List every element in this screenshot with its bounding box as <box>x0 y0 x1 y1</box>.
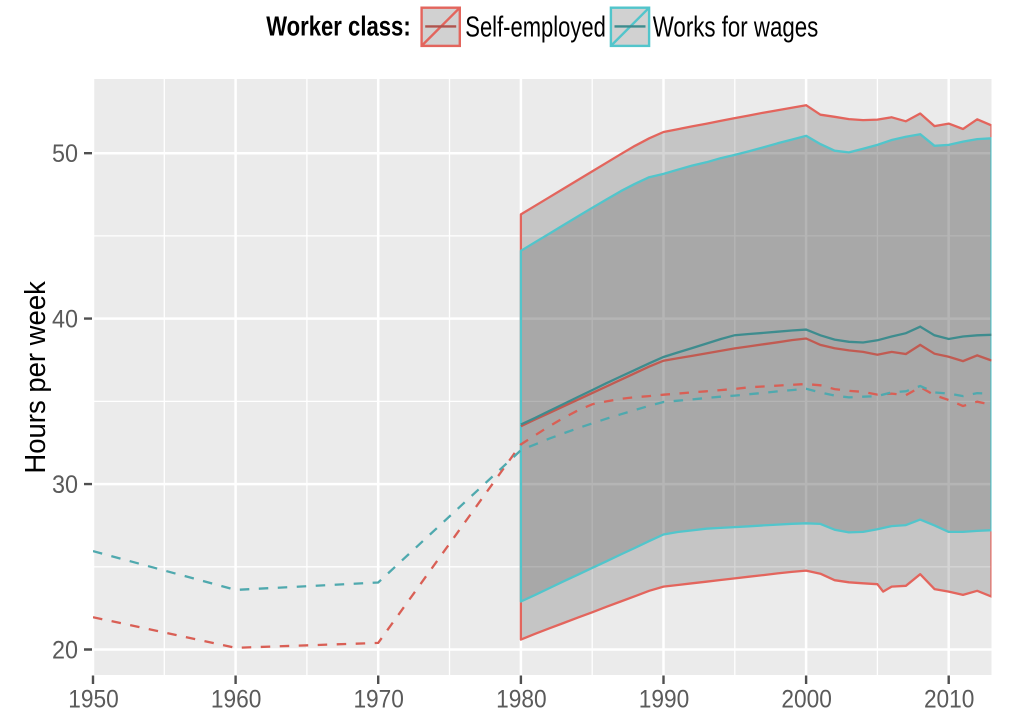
svg-text:30: 30 <box>52 471 78 499</box>
svg-text:50: 50 <box>52 140 78 168</box>
svg-text:2000: 2000 <box>781 687 832 714</box>
svg-text:1950: 1950 <box>68 687 119 714</box>
svg-text:Self-employed: Self-employed <box>465 10 606 42</box>
svg-text:40: 40 <box>52 305 78 333</box>
svg-text:1980: 1980 <box>496 687 547 714</box>
svg-text:1970: 1970 <box>353 687 404 714</box>
svg-text:20: 20 <box>52 636 78 664</box>
svg-text:2010: 2010 <box>924 687 975 714</box>
svg-text:Hours per week: Hours per week <box>20 281 52 474</box>
svg-text:Worker class:: Worker class: <box>266 11 411 42</box>
svg-text:1990: 1990 <box>639 687 690 714</box>
svg-text:1960: 1960 <box>211 687 262 714</box>
svg-text:Works for wages: Works for wages <box>653 10 819 42</box>
